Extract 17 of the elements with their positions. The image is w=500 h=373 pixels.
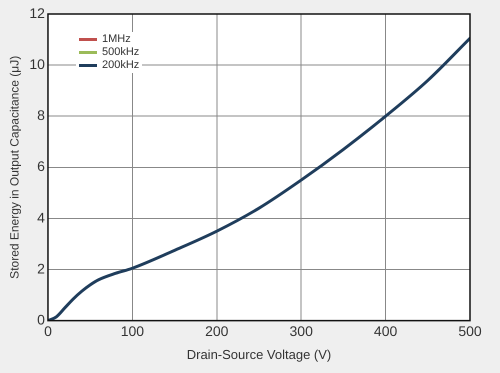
- y-tick-label: 4: [37, 209, 46, 226]
- y-axis-title: Stored Energy in Output Capacitance (μJ): [8, 56, 22, 279]
- legend-label: 500kHz: [102, 46, 140, 59]
- y-tick-label: 2: [37, 260, 46, 276]
- x-tick-label: 400: [374, 322, 398, 339]
- y-tick-label: 8: [37, 107, 46, 124]
- x-tick-label: 200: [205, 322, 229, 339]
- y-tick-label: 10: [29, 56, 46, 72]
- legend-label: 1MHz: [102, 33, 131, 46]
- legend-label: 200kHz: [102, 59, 140, 72]
- x-tick-label: 500: [458, 322, 482, 339]
- y-tick-label: 6: [37, 158, 46, 174]
- x-tick-label: 100: [120, 322, 144, 339]
- x-tick-label: 300: [290, 322, 314, 339]
- y-tick-label: 12: [29, 4, 46, 21]
- x-axis-title: Drain-Source Voltage (V): [186, 346, 332, 362]
- y-tick-label: 0: [37, 311, 46, 328]
